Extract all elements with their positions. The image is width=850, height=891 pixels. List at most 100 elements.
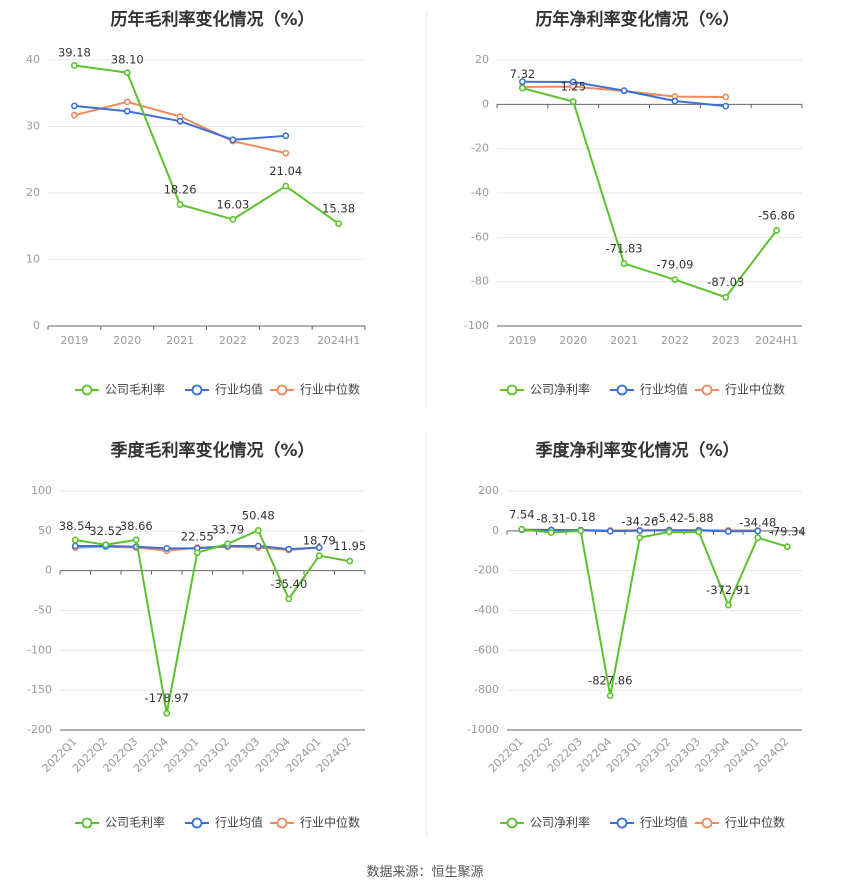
x-tick-label: 2022 bbox=[661, 334, 689, 347]
y-tick-label: 30 bbox=[26, 120, 40, 133]
data-point-company bbox=[636, 534, 644, 542]
data-point-industry-avg bbox=[519, 78, 526, 86]
y-tick-label: 40 bbox=[26, 53, 40, 66]
y-tick-label: -100 bbox=[27, 643, 52, 656]
data-point-industry-avg bbox=[176, 117, 184, 125]
y-tick-label: -50 bbox=[34, 604, 52, 617]
data-point-company bbox=[282, 182, 290, 190]
data-point-company bbox=[193, 549, 201, 557]
legend-label: 公司净利率 bbox=[530, 815, 590, 830]
y-tick-label: -100 bbox=[464, 319, 489, 332]
legend-marker bbox=[616, 384, 628, 396]
legend-marker bbox=[276, 384, 288, 396]
data-label: 38.10 bbox=[111, 53, 144, 67]
x-tick-label: 2020 bbox=[559, 334, 587, 347]
data-point-company bbox=[102, 541, 110, 549]
x-tick-label: 2024H1 bbox=[755, 334, 798, 347]
data-point-industry-median bbox=[282, 149, 290, 157]
y-tick-label: -40 bbox=[471, 186, 489, 199]
data-point-company bbox=[754, 534, 762, 542]
legend-marker bbox=[81, 817, 93, 829]
chart-annual-net: 历年净利率变化情况（%） -100 -80 -60 -40 -20 0 20 2019 2020 2… bbox=[464, 9, 803, 397]
data-label: -372.91 bbox=[706, 583, 750, 597]
data-label: -56.86 bbox=[758, 208, 795, 222]
y-tick-label: 200 bbox=[478, 484, 499, 497]
legend-label: 行业中位数 bbox=[725, 382, 785, 397]
y-tick-label: 0 bbox=[492, 524, 499, 537]
data-point-company bbox=[132, 536, 140, 544]
y-tick-label: -200 bbox=[474, 564, 499, 577]
y-tick-label: 20 bbox=[26, 186, 40, 199]
data-label: 33.79 bbox=[211, 523, 244, 537]
data-label: -34.48 bbox=[739, 516, 776, 530]
data-label: -5.42 bbox=[654, 511, 684, 525]
y-tick-label: -400 bbox=[474, 604, 499, 617]
legend-label: 公司净利率 bbox=[530, 382, 590, 397]
legend-label: 行业均值 bbox=[640, 382, 688, 397]
legend-label: 公司毛利率 bbox=[105, 382, 165, 397]
data-point-company bbox=[569, 98, 577, 105]
data-point-industry-avg bbox=[722, 102, 730, 110]
data-point-company bbox=[123, 69, 131, 77]
data-point-industry-avg bbox=[606, 527, 614, 535]
legend-marker bbox=[81, 384, 93, 396]
data-label: 50.48 bbox=[242, 508, 275, 522]
y-tick-label: 100 bbox=[31, 484, 52, 497]
panel-divider-bottom bbox=[426, 432, 427, 837]
chart-annual-gross: 历年毛利率变化情况（%） 0 10 20 30 40 2019 2020 2021 2022 202… bbox=[26, 9, 366, 397]
data-point-industry-avg bbox=[282, 132, 290, 140]
data-point-industry-avg bbox=[569, 78, 577, 86]
x-tick-label: 2021 bbox=[166, 334, 194, 347]
data-label: 15.38 bbox=[322, 202, 355, 216]
data-point-company bbox=[665, 528, 673, 536]
data-label: 22.55 bbox=[181, 530, 214, 544]
data-point-industry-avg bbox=[123, 107, 131, 115]
data-point-company bbox=[620, 260, 628, 267]
x-tick-label: 2024H1 bbox=[317, 334, 360, 347]
data-point-company bbox=[176, 201, 184, 208]
data-label: 39.18 bbox=[58, 45, 91, 59]
chart-title: 季度毛利率变化情况（%） bbox=[110, 440, 314, 461]
legend-item-company: 公司毛利率 bbox=[75, 382, 165, 397]
data-label: 7.32 bbox=[510, 67, 536, 81]
data-label: 18.26 bbox=[164, 183, 197, 197]
y-tick-label: 0 bbox=[482, 97, 489, 110]
y-tick-label: 50 bbox=[38, 524, 52, 537]
legend-label: 行业均值 bbox=[215, 382, 263, 397]
legend-marker bbox=[506, 384, 518, 396]
legend-label: 行业均值 bbox=[215, 815, 263, 830]
data-label: -71.83 bbox=[606, 242, 643, 256]
legend-marker bbox=[191, 817, 203, 829]
y-tick-label: -20 bbox=[471, 142, 489, 155]
data-point-industry-avg bbox=[754, 527, 762, 535]
data-point-industry-avg bbox=[724, 528, 732, 535]
data-label: -87.03 bbox=[707, 275, 744, 289]
data-label: -0.18 bbox=[566, 510, 596, 524]
data-point-company bbox=[724, 601, 732, 609]
legend-label: 行业中位数 bbox=[300, 382, 360, 397]
data-point-company bbox=[671, 276, 679, 284]
data-label: -8.31 bbox=[536, 511, 566, 525]
data-point-industry-avg bbox=[71, 542, 79, 550]
y-tick-label: -600 bbox=[474, 643, 499, 656]
y-tick-label: 20 bbox=[475, 53, 489, 66]
legend-item-industry-avg: 行业均值 bbox=[185, 382, 263, 397]
data-label: -5.88 bbox=[684, 511, 714, 525]
data-point-company bbox=[254, 527, 262, 534]
x-tick-label: 2023 bbox=[272, 334, 300, 347]
data-point-company bbox=[224, 540, 232, 548]
legend-item-company: 公司净利率 bbox=[500, 815, 590, 830]
series-line-company bbox=[75, 529, 350, 715]
legend-item-industry-avg: 行业均值 bbox=[610, 382, 688, 397]
data-label: 7.54 bbox=[509, 507, 535, 521]
data-point-company bbox=[71, 536, 79, 544]
panel-divider-top bbox=[426, 12, 427, 407]
legend-item-industry-median: 行业中位数 bbox=[270, 382, 360, 397]
x-tick-label: 2022 bbox=[219, 334, 247, 347]
x-tick-label: 2021 bbox=[610, 334, 638, 347]
data-point-industry-avg bbox=[163, 544, 171, 552]
legend-item-industry-median: 行业中位数 bbox=[270, 815, 360, 830]
data-point-company bbox=[335, 220, 342, 228]
series-line-company bbox=[522, 87, 778, 299]
